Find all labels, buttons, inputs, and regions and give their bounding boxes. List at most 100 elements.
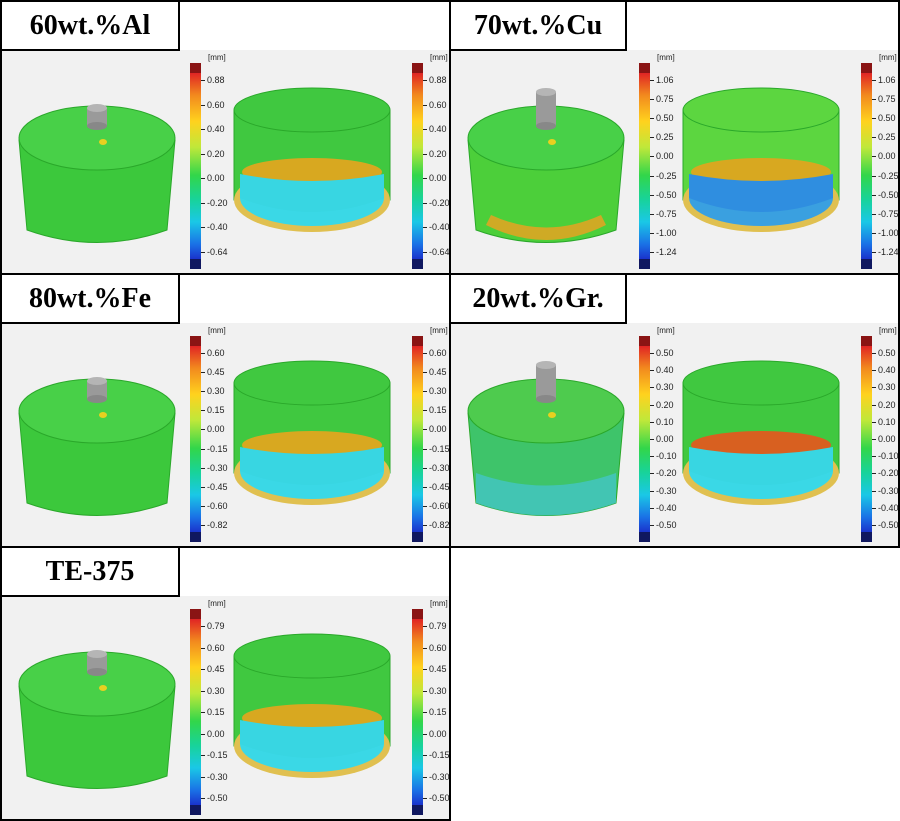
pin-top bbox=[536, 88, 556, 96]
cup-inner-floor bbox=[691, 158, 831, 186]
color-scale-bar: [mm] 0.50 0.40 0.30 0.20 0.10 0.00 -0.10 -0.20 -0… bbox=[639, 326, 699, 546]
scale-tick-label: 0.45 bbox=[429, 367, 447, 378]
scale-tick bbox=[423, 178, 427, 180]
scale-tick-label: -0.20 bbox=[656, 468, 677, 479]
pin-body bbox=[536, 92, 556, 126]
color-scale-bar: [mm] 0.88 0.60 0.40 0.20 0.00 -0.20 -0.40 -0.64 bbox=[412, 53, 450, 273]
scale-tick-label: 0.88 bbox=[207, 75, 225, 85]
scale-tick-label: 0.20 bbox=[878, 399, 896, 410]
scale-tick bbox=[201, 372, 205, 374]
scale-tick-label: -0.50 bbox=[207, 793, 228, 803]
scale-tick-label: 0.20 bbox=[656, 399, 674, 410]
scale-tick-label: -0.20 bbox=[429, 197, 450, 208]
scale-tick bbox=[650, 175, 654, 177]
scale-cap bbox=[412, 336, 423, 346]
spot-mark bbox=[99, 139, 107, 145]
scale-tick-label: 0.00 bbox=[878, 434, 896, 444]
scale-tick-label: -0.82 bbox=[429, 520, 450, 530]
scale-tick-label: -0.40 bbox=[429, 222, 450, 233]
scale-cap bbox=[190, 259, 201, 269]
scale-tick bbox=[201, 486, 205, 488]
scale-tick-label: 0.25 bbox=[656, 132, 674, 143]
outer-cylinder-model bbox=[467, 361, 625, 516]
scale-tick bbox=[201, 391, 205, 393]
scale-tick bbox=[872, 370, 876, 372]
scale-tick bbox=[423, 525, 427, 526]
pin-top bbox=[87, 377, 107, 385]
deviation-patch bbox=[476, 473, 616, 516]
scale-tick bbox=[650, 387, 654, 389]
spot-mark bbox=[548, 139, 556, 145]
scale-tick bbox=[201, 178, 205, 180]
panel-title: 70wt.%Cu bbox=[473, 9, 603, 41]
model-views bbox=[18, 633, 391, 789]
scale-tick-label: 0.60 bbox=[207, 99, 225, 110]
scale-tick-label: 0.00 bbox=[429, 424, 447, 435]
deviation-panel: 70wt.%Cu [mm] 1.06 0.75 0.50 0.25 0.00 -0.25 -0.… bbox=[449, 0, 900, 275]
scale-tick-label: -0.40 bbox=[207, 222, 228, 233]
cup-inner-floor bbox=[242, 158, 382, 186]
outer-cylinder-model bbox=[467, 88, 625, 243]
scale-unit-label: [mm] bbox=[879, 53, 897, 62]
scale-unit-label: [mm] bbox=[208, 53, 226, 62]
scale-tick-label: 0.60 bbox=[207, 642, 225, 653]
model-views bbox=[18, 87, 391, 243]
scale-tick-label: 0.45 bbox=[429, 664, 447, 674]
scale-tick bbox=[650, 456, 654, 458]
scale-tick bbox=[201, 153, 205, 155]
scale-tick-label: 0.50 bbox=[656, 348, 674, 358]
scale-tick bbox=[423, 755, 427, 756]
panel-title-box: 60wt.%Al bbox=[2, 2, 180, 51]
scale-tick bbox=[650, 473, 654, 475]
pin-body bbox=[87, 381, 107, 399]
scale-tick-label: 0.30 bbox=[429, 386, 447, 397]
scale-unit-label: [mm] bbox=[657, 53, 675, 62]
model-views bbox=[467, 87, 840, 243]
scale-tick bbox=[423, 647, 427, 649]
scale-tick bbox=[872, 525, 876, 526]
scale-unit-label: [mm] bbox=[208, 326, 226, 335]
scale-tick-label: 0.45 bbox=[207, 664, 225, 674]
pin-base bbox=[536, 395, 556, 403]
color-scale-bar: [mm] 0.88 0.60 0.40 0.20 0.00 -0.20 -0.40 -0.64 bbox=[190, 53, 250, 273]
scale-tick-label: 0.60 bbox=[429, 642, 447, 653]
cup-inner-floor bbox=[691, 431, 831, 459]
scale-tick-label: -0.15 bbox=[207, 443, 228, 454]
scale-tick bbox=[423, 227, 427, 229]
pin-top bbox=[87, 650, 107, 658]
scale-tick-label: 0.20 bbox=[429, 148, 447, 159]
color-scale-bar: [mm] 0.60 0.45 0.30 0.15 0.00 -0.15 -0.30 -0.45 -… bbox=[412, 326, 450, 546]
scale-tick bbox=[650, 370, 654, 372]
scale-tick bbox=[650, 490, 654, 492]
scale-cap bbox=[861, 63, 872, 73]
panel-title: 60wt.%Al bbox=[29, 9, 151, 41]
outer-cylinder-model bbox=[18, 104, 176, 243]
scale-tick-label: 0.30 bbox=[878, 382, 896, 393]
scale-tick-label: -1.00 bbox=[878, 227, 899, 238]
scale-tick-label: 0.15 bbox=[207, 707, 225, 717]
scale-tick bbox=[201, 202, 205, 204]
scale-gradient bbox=[861, 73, 872, 259]
scale-tick-label: -1.24 bbox=[656, 247, 677, 257]
cup-top bbox=[233, 360, 391, 406]
panel-title: TE-375 bbox=[45, 555, 135, 587]
scale-tick-label: -0.30 bbox=[429, 771, 450, 782]
scale-tick bbox=[423, 690, 427, 692]
scale-cap bbox=[861, 259, 872, 269]
scale-tick-label: -0.30 bbox=[656, 485, 677, 496]
scale-tick-label: -0.75 bbox=[656, 208, 677, 219]
panel-title-box: TE-375 bbox=[2, 548, 180, 597]
scale-tick-label: -0.20 bbox=[878, 468, 899, 479]
scale-tick-label: 0.30 bbox=[656, 382, 674, 393]
scale-tick bbox=[872, 387, 876, 389]
scale-tick bbox=[872, 252, 876, 253]
scale-tick bbox=[423, 626, 427, 627]
scale-cap bbox=[190, 805, 201, 815]
scale-cap bbox=[412, 532, 423, 542]
scale-gradient bbox=[190, 619, 201, 805]
scale-tick-label: 0.50 bbox=[878, 113, 896, 124]
scale-tick bbox=[872, 99, 876, 101]
scale-tick-label: 0.45 bbox=[207, 367, 225, 378]
scale-unit-label: [mm] bbox=[879, 326, 897, 335]
scale-tick bbox=[423, 669, 427, 670]
